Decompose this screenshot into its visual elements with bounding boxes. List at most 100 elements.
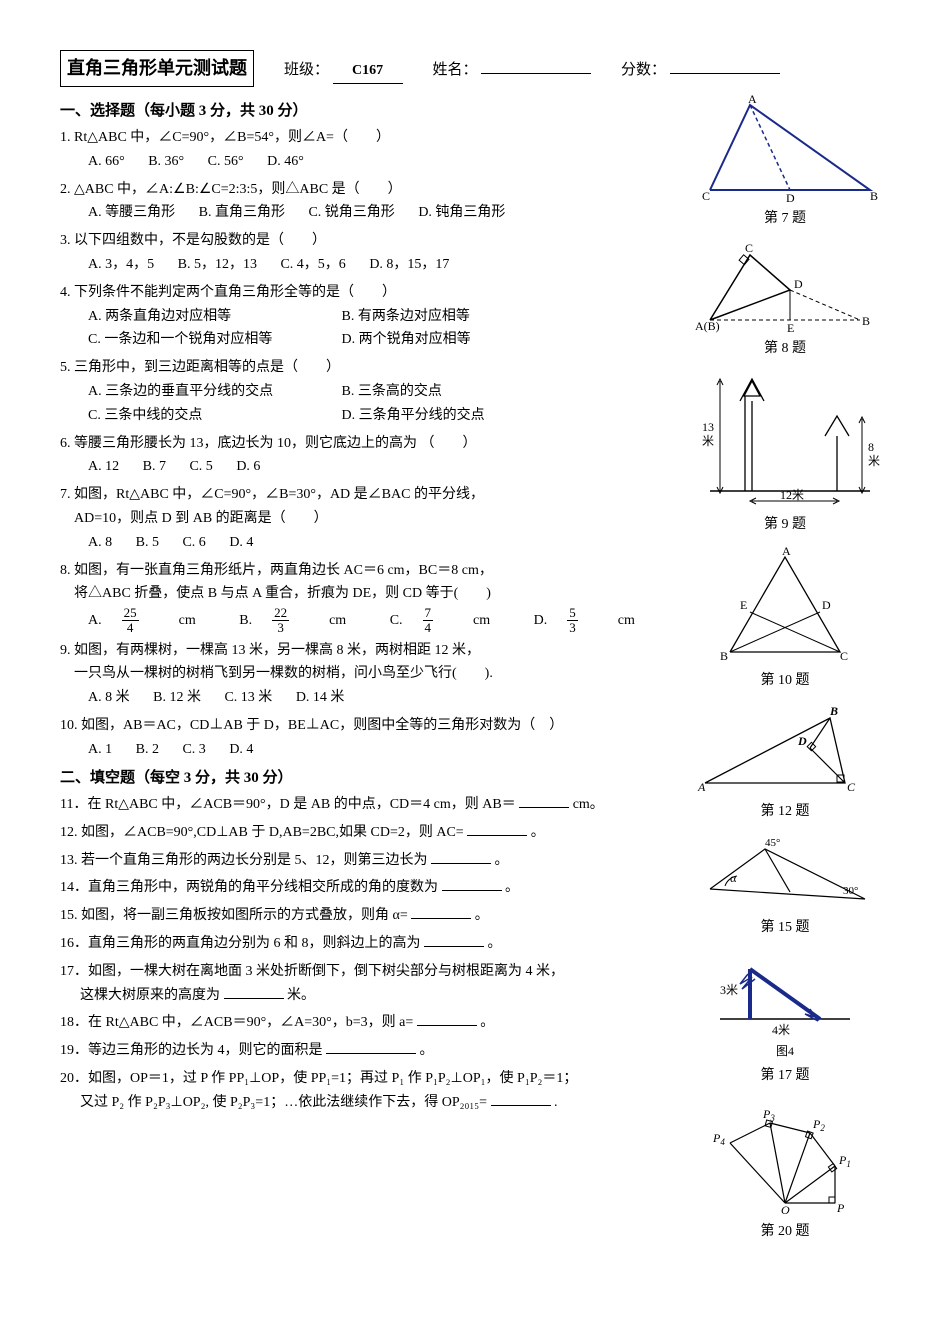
q12-text: 12. 如图，∠ACB=90°,CD⊥AB 于 D,AB=2BC,如果 CD=2… xyxy=(60,825,467,840)
q6-D[interactable]: D. 6 xyxy=(236,455,260,479)
q10-D[interactable]: D. 4 xyxy=(229,738,253,762)
q15-tail: 。 xyxy=(475,908,489,923)
q18-blank[interactable] xyxy=(417,1011,477,1026)
q9-options: A. 8 米 B. 12 米 C. 13 米 D. 14 米 xyxy=(60,686,675,710)
q7-B[interactable]: B. 5 xyxy=(136,531,159,555)
q13-text: 13. 若一个直角三角形的两边长分别是 5、12，则第三边长为 xyxy=(60,853,428,868)
q9-A[interactable]: A. 8 米 xyxy=(88,686,130,710)
q9-stem1: 9. 如图，有两棵树，一棵高 13 米，另一棵高 8 米，两树相距 12 米， xyxy=(60,639,675,663)
q8: 8. 如图，有一张直角三角形纸片，两直角边长 AC＝6 cm，BC＝8 cm， … xyxy=(60,559,675,635)
q2-A[interactable]: A. 等腰三角形 xyxy=(88,201,175,225)
header-row: 直角三角形单元测试题 班级： C167 姓名： 分数： xyxy=(60,50,885,87)
q12-blank[interactable] xyxy=(467,821,527,836)
q8-A[interactable]: A. 254 cm xyxy=(88,606,216,634)
q18-text: 18．在 Rt△ABC 中，∠ACB＝90°，∠A=30°，b=3，则 a= xyxy=(60,1015,413,1030)
q2-D[interactable]: D. 钝角三角形 xyxy=(418,201,505,225)
q20-text1: 20．如图，OP＝1，过 P 作 PP₁⊥OP，使 PP₁=1；再过 P₁ 作 … xyxy=(60,1067,675,1091)
name-value[interactable] xyxy=(481,73,591,74)
q3-D[interactable]: D. 8，15，17 xyxy=(369,253,449,277)
q10-C[interactable]: C. 3 xyxy=(182,738,205,762)
q19: 19．等边三角形的边长为 4，则它的面积是 。 xyxy=(60,1039,675,1063)
q5-D[interactable]: D. 三条角平分线的交点 xyxy=(342,404,485,428)
q1-B[interactable]: B. 36° xyxy=(148,150,184,174)
score-label: 分数： xyxy=(621,62,666,78)
class-value[interactable]: C167 xyxy=(333,59,403,84)
q1-stem: 1. Rt△ABC 中，∠C=90°，∠B=54°，则∠A=（ ） xyxy=(60,126,675,150)
figure-17-caption: 第 17 题 xyxy=(685,1064,885,1088)
q10-A[interactable]: A. 1 xyxy=(88,738,112,762)
q20-blank[interactable] xyxy=(491,1091,551,1106)
q9-C[interactable]: C. 13 米 xyxy=(224,686,272,710)
q2-B[interactable]: B. 直角三角形 xyxy=(199,201,285,225)
q15-blank[interactable] xyxy=(411,904,471,919)
q3-B[interactable]: B. 5，12，13 xyxy=(178,253,257,277)
svg-text:8: 8 xyxy=(868,440,874,454)
figure-12: A C B D 第 12 题 xyxy=(685,703,885,824)
q14-blank[interactable] xyxy=(442,876,502,891)
figure-17: 3米 4米 图4 第 17 题 xyxy=(685,949,885,1087)
q3-C[interactable]: C. 4，5，6 xyxy=(280,253,345,277)
q4-B[interactable]: B. 有两条边对应相等 xyxy=(342,305,470,329)
q4-A[interactable]: A. 两条直角边对应相等 xyxy=(88,305,318,329)
q8-C[interactable]: C. 74 cm xyxy=(390,606,510,634)
q10-B[interactable]: B. 2 xyxy=(136,738,159,762)
svg-text:13: 13 xyxy=(702,420,714,434)
q12-tail: 。 xyxy=(531,825,545,840)
q1-D[interactable]: D. 46° xyxy=(267,150,304,174)
q5-C[interactable]: C. 三条中线的交点 xyxy=(88,404,318,428)
q15: 15. 如图，将一副三角板按如图所示的方式叠放，则角 α= 。 xyxy=(60,904,675,928)
svg-text:B: B xyxy=(862,314,870,328)
q7-A[interactable]: A. 8 xyxy=(88,531,112,555)
svg-text:米: 米 xyxy=(868,454,880,468)
q7-D[interactable]: D. 4 xyxy=(229,531,253,555)
q3: 3. 以下四组数中，不是勾股数的是（ ） A. 3，4，5 B. 5，12，13… xyxy=(60,229,675,277)
q1-A[interactable]: A. 66° xyxy=(88,150,125,174)
q6-B[interactable]: B. 7 xyxy=(143,455,166,479)
q4-D[interactable]: D. 两个锐角对应相等 xyxy=(342,328,471,352)
score-value[interactable] xyxy=(670,73,780,74)
q20-tail: . xyxy=(554,1095,558,1110)
figure-7-caption: 第 7 题 xyxy=(685,207,885,231)
questions-column: 一、选择题（每小题 3 分，共 30 分） 1. Rt△ABC 中，∠C=90°… xyxy=(60,95,675,1254)
q6-C[interactable]: C. 5 xyxy=(189,455,212,479)
q8-B[interactable]: B. 223 cm xyxy=(239,606,366,634)
q8-options: A. 254 cm B. 223 cm C. 74 cm D. 53 cm xyxy=(60,606,675,634)
q19-blank[interactable] xyxy=(326,1039,416,1054)
figure-15-caption: 第 15 题 xyxy=(685,916,885,940)
figure-9-caption: 第 9 题 xyxy=(685,513,885,537)
svg-text:D: D xyxy=(786,191,795,205)
page-title: 直角三角形单元测试题 xyxy=(60,50,254,87)
figure-12-caption: 第 12 题 xyxy=(685,800,885,824)
svg-text:4米: 4米 xyxy=(772,1023,790,1037)
q5: 5. 三角形中，到三边距离相等的点是（ ） A. 三条边的垂直平分线的交点 B.… xyxy=(60,356,675,427)
q2-C[interactable]: C. 锐角三角形 xyxy=(308,201,394,225)
q8-D[interactable]: D. 53 cm xyxy=(534,606,655,634)
q4-stem: 4. 下列条件不能判定两个直角三角形全等的是（ ） xyxy=(60,281,675,305)
q6-A[interactable]: A. 12 xyxy=(88,455,119,479)
q1-C[interactable]: C. 56° xyxy=(208,150,244,174)
q1: 1. Rt△ABC 中，∠C=90°，∠B=54°，则∠A=（ ） A. 66°… xyxy=(60,126,675,174)
q9-B[interactable]: B. 12 米 xyxy=(153,686,201,710)
svg-text:A(B): A(B) xyxy=(695,319,720,333)
q9-D[interactable]: D. 14 米 xyxy=(296,686,345,710)
q4-C[interactable]: C. 一条边和一个锐角对应相等 xyxy=(88,328,318,352)
q3-A[interactable]: A. 3，4，5 xyxy=(88,253,154,277)
svg-text:D: D xyxy=(822,598,831,612)
q14-tail: 。 xyxy=(505,880,519,895)
q11-blank[interactable] xyxy=(519,793,569,808)
svg-text:A: A xyxy=(697,780,706,794)
q4-options: A. 两条直角边对应相等 B. 有两条边对应相等 C. 一条边和一个锐角对应相等… xyxy=(60,305,675,353)
svg-text:A: A xyxy=(748,95,757,106)
q2-stem: 2. △ABC 中，∠A:∠B:∠C=2:3:5，则△ABC 是（ ） xyxy=(60,178,675,202)
q1-options: A. 66° B. 36° C. 56° D. 46° xyxy=(60,150,675,174)
q17-blank[interactable] xyxy=(224,984,284,999)
q7-C[interactable]: C. 6 xyxy=(182,531,205,555)
figure-8-caption: 第 8 题 xyxy=(685,337,885,361)
q5-A[interactable]: A. 三条边的垂直平分线的交点 xyxy=(88,380,318,404)
q5-B[interactable]: B. 三条高的交点 xyxy=(342,380,442,404)
q17-text2: 这棵大树原来的高度为 xyxy=(80,988,220,1003)
q16-blank[interactable] xyxy=(424,932,484,947)
svg-text:30°: 30° xyxy=(843,885,858,897)
q13-blank[interactable] xyxy=(431,849,491,864)
svg-text:12米: 12米 xyxy=(780,488,804,502)
